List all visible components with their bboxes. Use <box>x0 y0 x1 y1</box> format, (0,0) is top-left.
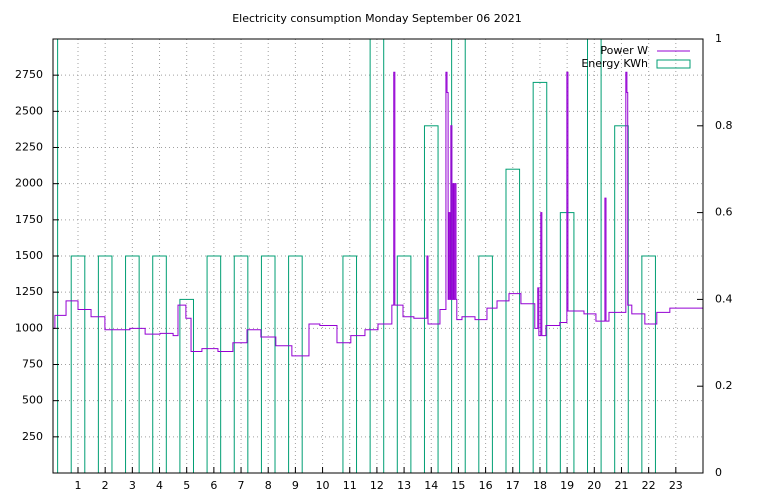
x-tick-label: 6 <box>210 479 217 492</box>
energy-bar <box>125 255 140 473</box>
y2-tick-label: 0.8 <box>715 119 733 132</box>
x-tick-label: 12 <box>370 479 384 492</box>
y2-tick-label: 0.2 <box>715 379 733 392</box>
y2-tick-label: 0.4 <box>715 292 733 305</box>
y2-tick-label: 0.6 <box>715 206 733 219</box>
legend-label: Power W <box>600 44 648 57</box>
energy-bar <box>641 255 656 473</box>
x-tick-label: 8 <box>265 479 272 492</box>
y-tick-label: 250 <box>22 430 43 443</box>
energy-bar <box>614 125 629 473</box>
y2-tick-label: 0 <box>715 466 722 479</box>
energy-bar <box>342 255 358 473</box>
energy-bar <box>396 255 412 473</box>
y-tick-label: 1750 <box>15 213 43 226</box>
energy-bar <box>53 39 59 473</box>
y-tick-label: 2500 <box>15 104 43 117</box>
x-tick-label: 14 <box>424 479 438 492</box>
x-tick-label: 21 <box>614 479 628 492</box>
energy-bar <box>587 39 602 473</box>
x-tick-label: 4 <box>156 479 163 492</box>
x-tick-label: 19 <box>560 479 574 492</box>
x-tick-label: 5 <box>183 479 190 492</box>
x-tick-label: 1 <box>75 479 82 492</box>
energy-bar <box>152 255 167 473</box>
y-tick-label: 2250 <box>15 141 43 154</box>
energy-bar <box>206 255 222 473</box>
x-tick-label: 10 <box>316 479 330 492</box>
y-tick-label: 1500 <box>15 249 43 262</box>
x-tick-label: 9 <box>292 479 299 492</box>
energy-bar <box>288 255 303 473</box>
x-tick-label: 20 <box>587 479 601 492</box>
legend-label: Energy KWh <box>581 57 648 70</box>
energy-bar <box>179 298 194 473</box>
x-tick-label: 18 <box>533 479 547 492</box>
y-tick-label: 1000 <box>15 321 43 334</box>
y-tick-label: 2750 <box>15 68 43 81</box>
x-tick-label: 23 <box>669 479 683 492</box>
energy-bar <box>369 39 385 473</box>
axes: 2505007501000125015001750200022502500275… <box>15 32 733 492</box>
y-tick-label: 1250 <box>15 285 43 298</box>
x-tick-label: 11 <box>343 479 357 492</box>
y-tick-label: 750 <box>22 358 43 371</box>
power-line <box>53 71 703 357</box>
energy-bar <box>478 255 493 473</box>
x-tick-label: 2 <box>102 479 109 492</box>
y-tick-label: 2000 <box>15 177 43 190</box>
energy-bar <box>233 255 249 473</box>
chart-title: Electricity consumption Monday September… <box>232 12 522 25</box>
energy-bar <box>70 255 86 473</box>
x-tick-label: 22 <box>642 479 656 492</box>
plot-area <box>53 39 703 473</box>
energy-bar <box>423 125 439 473</box>
energy-bar <box>97 255 113 473</box>
x-tick-label: 17 <box>506 479 520 492</box>
x-tick-label: 3 <box>129 479 136 492</box>
y2-tick-label: 1 <box>715 32 722 45</box>
x-tick-label: 15 <box>451 479 465 492</box>
x-tick-label: 16 <box>479 479 493 492</box>
x-tick-label: 7 <box>238 479 245 492</box>
x-tick-label: 13 <box>397 479 411 492</box>
y-tick-label: 500 <box>22 394 43 407</box>
legend-swatch <box>656 59 691 69</box>
energy-bar <box>532 81 548 473</box>
energy-bar <box>260 255 276 473</box>
